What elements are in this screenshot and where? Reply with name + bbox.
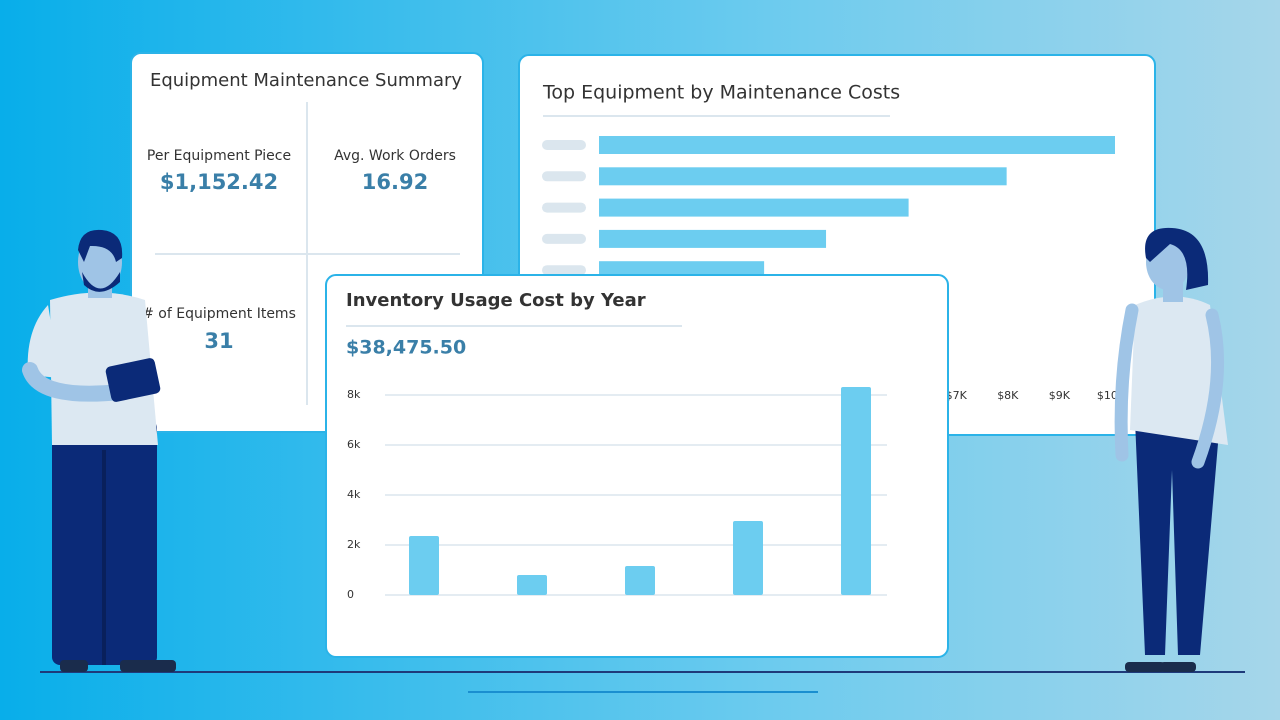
label-placeholder [542,265,586,276]
metric-label: # of Equipment Items [142,306,296,322]
hair [1145,227,1209,290]
label-placeholder [542,233,586,244]
metric-label: Avg. Work Orders [334,148,456,164]
shirt [1130,296,1228,445]
bar [599,136,1115,154]
y-tick-label: 4k [347,488,361,501]
trousers [1135,420,1220,655]
hair [78,229,123,262]
chart-title: Top Equipment by Maintenance Costs [542,82,900,104]
bar [599,198,909,217]
card-frame [325,274,949,658]
woman-figure [1114,227,1228,672]
bar [733,521,763,595]
label-placeholder [542,140,586,150]
x-tick-label: $9K [1049,389,1071,402]
bar [599,167,1007,186]
shoe [60,660,88,672]
shoe [1125,662,1165,672]
bar [625,566,655,595]
shoe [1160,662,1196,672]
bar-card: Inventory Usage Cost by Year $38,475.50 … [325,274,949,658]
chart-subtitle: $38,475.50 [346,337,466,359]
tablet [105,358,161,402]
metric-value: $1,152.42 [160,170,278,194]
bar [409,536,439,595]
sleeve [27,305,60,378]
bar [517,575,547,595]
arm [1191,308,1225,469]
y-tick-label: 6k [347,438,361,451]
x-tick-label: $8K [997,389,1019,402]
label-placeholder [542,171,586,182]
man-figure [22,229,176,672]
chart-title: Inventory Usage Cost by Year [346,290,646,311]
shirt [50,292,158,445]
bar [841,387,871,595]
shoe [120,660,176,672]
bar [599,229,827,248]
metric-value: 16.92 [362,170,428,194]
y-tick-label: 2k [347,538,361,551]
label-placeholder [542,202,586,213]
metric-label: Per Equipment Piece [147,148,291,164]
arm [22,362,128,402]
summary-title: Equipment Maintenance Summary [150,70,462,91]
y-tick-label: 8k [347,388,361,401]
arm [1114,303,1139,462]
beard [82,272,120,292]
x-tick-label: $7K [946,389,968,402]
y-tick-label: 0 [347,588,354,601]
metric-value: 31 [204,329,233,353]
